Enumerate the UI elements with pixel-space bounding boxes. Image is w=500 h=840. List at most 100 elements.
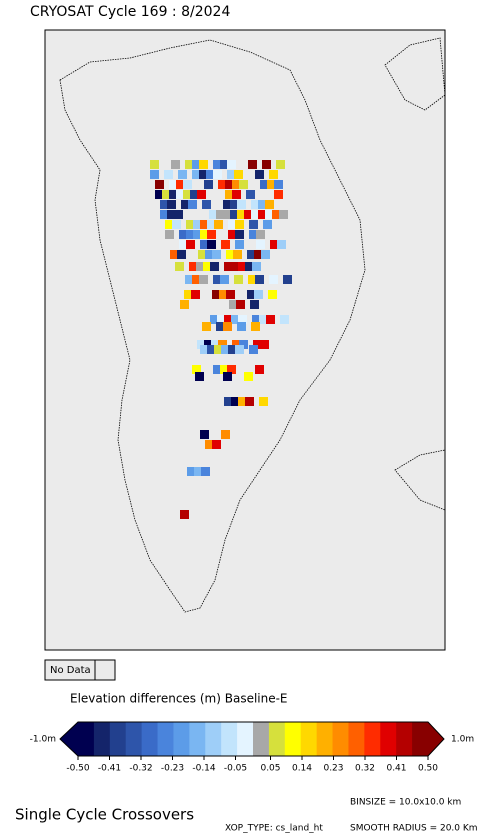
data-cell <box>193 230 202 239</box>
data-cell <box>253 340 262 349</box>
data-cell <box>223 210 232 219</box>
data-cell <box>221 240 230 249</box>
data-cell <box>224 397 233 406</box>
data-cell <box>238 397 247 406</box>
data-cell <box>203 262 212 271</box>
data-cell <box>227 365 236 374</box>
data-cell <box>259 315 268 324</box>
data-cell <box>238 315 247 324</box>
data-cell <box>221 430 230 439</box>
data-cell <box>232 180 241 189</box>
data-cell <box>237 200 246 209</box>
data-cell <box>259 397 268 406</box>
data-cell <box>195 372 204 381</box>
data-cell <box>249 345 258 354</box>
colorbar-tick-label: 0.50 <box>418 764 438 774</box>
colorbar-tick-label: 0.32 <box>355 764 375 774</box>
data-cell <box>160 210 169 219</box>
data-cell <box>265 200 274 209</box>
data-cell <box>179 230 188 239</box>
data-cell <box>255 365 264 374</box>
data-cell <box>232 190 241 199</box>
data-cell <box>231 315 240 324</box>
colorbar-segment <box>237 722 254 756</box>
data-cell <box>212 290 221 299</box>
colorbar-tick-label: -0.41 <box>98 764 121 774</box>
data-cell <box>150 170 159 179</box>
data-cell <box>249 230 258 239</box>
data-cell <box>248 275 257 284</box>
data-cell <box>277 240 286 249</box>
coastline-iceland <box>394 449 446 511</box>
data-cell <box>214 345 223 354</box>
data-cell <box>266 315 275 324</box>
colorbar-tick-label: -0.05 <box>224 764 247 774</box>
data-cell <box>155 180 164 189</box>
data-cell <box>228 230 237 239</box>
colorbar-segment <box>348 722 365 756</box>
data-cell <box>169 180 178 189</box>
data-cell <box>274 190 283 199</box>
colorbar-tick-label: 0.05 <box>260 764 280 774</box>
data-cell <box>200 430 209 439</box>
data-cell <box>167 200 176 209</box>
data-cell <box>183 180 192 189</box>
colorbar-max-label: 1.0m <box>451 735 474 745</box>
data-cell <box>185 160 194 169</box>
data-cell <box>244 372 253 381</box>
data-cell <box>261 250 270 259</box>
data-cell <box>155 190 164 199</box>
data-cell <box>212 250 221 259</box>
data-cell <box>174 210 183 219</box>
data-cell <box>214 220 223 229</box>
colorbar-min-label: -1.0m <box>30 735 56 745</box>
data-cell <box>255 275 264 284</box>
data-cell <box>223 200 232 209</box>
data-cell <box>239 340 248 349</box>
data-cell <box>252 315 261 324</box>
data-cell <box>247 250 256 259</box>
data-cell <box>200 220 209 229</box>
data-cell <box>207 230 216 239</box>
colorbar-low-end <box>60 722 78 756</box>
data-cell <box>230 200 239 209</box>
data-cell <box>225 190 234 199</box>
data-cell <box>251 210 260 219</box>
binsize: BINSIZE = 10.0x10.0 km <box>350 798 461 808</box>
data-cell <box>229 300 238 309</box>
data-cell <box>256 230 265 239</box>
colorbar-segment <box>141 722 159 756</box>
data-cell <box>228 345 237 354</box>
data-cell <box>254 250 263 259</box>
data-cell <box>185 275 194 284</box>
data-cell <box>247 290 256 299</box>
colorbar-segment <box>284 722 302 756</box>
data-cell <box>180 510 189 519</box>
data-cell <box>262 160 271 169</box>
data-cell <box>226 250 235 259</box>
data-cell <box>223 372 232 381</box>
colorbar-tick-label: 0.23 <box>323 764 343 774</box>
data-cell <box>251 200 260 209</box>
data-cell <box>249 220 258 229</box>
data-cell <box>193 220 202 229</box>
colorbar-tick-label: 0.41 <box>386 764 406 774</box>
data-cell <box>251 322 260 331</box>
data-cell <box>225 180 234 189</box>
data-cell <box>218 180 227 189</box>
colorbar-segment <box>268 722 286 756</box>
data-cell <box>237 210 246 219</box>
data-cell <box>265 210 274 219</box>
data-cell <box>279 210 288 219</box>
coastline <box>59 39 366 613</box>
data-cell <box>201 467 210 476</box>
colorbar-segment <box>205 722 222 756</box>
data-cell <box>213 170 222 179</box>
data-cell <box>206 170 215 179</box>
data-cell <box>187 467 196 476</box>
smooth-radius: SMOOTH RADIUS = 20.0 Km <box>350 824 478 834</box>
data-cell <box>224 262 233 271</box>
data-cell <box>235 220 244 229</box>
colorbar-segment <box>78 722 95 756</box>
data-cell <box>197 340 206 349</box>
